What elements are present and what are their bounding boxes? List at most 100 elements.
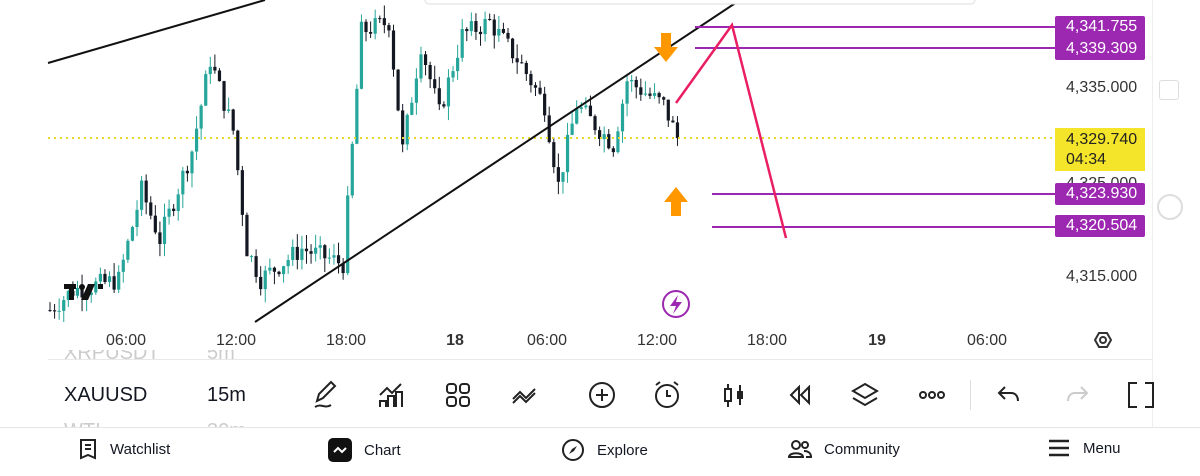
candle (506, 32, 510, 39)
candle (474, 21, 478, 32)
watchlist-next-interval[interactable]: 30m (207, 418, 246, 427)
popup-edge (424, 0, 976, 5)
candle (66, 290, 70, 301)
candle (423, 54, 428, 65)
watchlist-interval[interactable]: 15m (207, 384, 246, 406)
candle (162, 216, 167, 244)
candle (199, 105, 203, 129)
candle (359, 21, 364, 89)
nav-label: Explore (597, 441, 648, 459)
undo-icon[interactable] (992, 378, 1026, 412)
candle (588, 105, 593, 117)
indicators-icon[interactable] (375, 378, 409, 412)
time-axis-label: 12:00 (636, 332, 678, 349)
watchlist-prev-symbol[interactable]: XRPUSDT (64, 350, 160, 364)
add-icon[interactable] (585, 378, 619, 412)
nav-label: Chart (364, 441, 401, 459)
candle (652, 93, 657, 96)
candle (428, 64, 432, 80)
candle (446, 77, 451, 107)
circle-button-icon[interactable] (1157, 194, 1183, 220)
nav-community[interactable]: Community (788, 438, 900, 460)
candle (483, 18, 487, 35)
level-price-label[interactable]: 4,341.755 (1055, 16, 1145, 38)
candle (602, 134, 606, 140)
checkbox-icon[interactable] (1159, 80, 1179, 100)
watchlist-prev-interval[interactable]: 5m (207, 350, 235, 364)
candle (396, 69, 400, 111)
candle (227, 109, 231, 111)
price-axis-label: 4,315.000 (1066, 268, 1138, 285)
candle (213, 66, 217, 71)
candle (451, 71, 455, 78)
candle (552, 142, 556, 168)
price-axis-label: 4,335.000 (1066, 79, 1138, 96)
candle (249, 256, 254, 258)
candle (185, 170, 189, 174)
menu-icon (1049, 439, 1069, 457)
current-price: 4,329.740 (1066, 131, 1138, 148)
fullscreen-icon[interactable] (1124, 378, 1158, 412)
projection-path (674, 22, 788, 239)
watchlist-symbol[interactable]: XAUUSD (64, 384, 148, 406)
candle (149, 202, 153, 216)
candle (336, 255, 341, 264)
price-chart[interactable] (0, 0, 1200, 360)
candle (387, 25, 391, 31)
candle (556, 167, 560, 182)
time-axis-label: 18:00 (325, 332, 367, 349)
level-price-label[interactable]: 4,323.930 (1055, 183, 1145, 205)
candle (291, 246, 295, 260)
candle (488, 18, 492, 20)
candle (117, 271, 121, 290)
time-axis-label: 06:00 (966, 332, 1008, 349)
candle (94, 281, 98, 293)
candle (643, 93, 647, 95)
candle (208, 66, 212, 75)
candle (378, 18, 382, 20)
candle (501, 28, 506, 33)
nav-chart[interactable]: Chart (328, 438, 401, 462)
candle (639, 87, 643, 95)
candles-icon[interactable] (717, 378, 751, 412)
nav-menu[interactable]: Menu (1047, 438, 1121, 458)
level-price-label[interactable]: 4,320.504 (1055, 215, 1145, 237)
nav-watchlist[interactable]: Watchlist (78, 438, 170, 460)
lightning-icon[interactable] (662, 290, 690, 318)
candle (341, 263, 345, 274)
candle (144, 180, 148, 203)
replay-icon[interactable] (782, 378, 816, 412)
candle (469, 21, 473, 32)
candle (538, 87, 542, 94)
layouts-icon[interactable] (441, 378, 475, 412)
candle (543, 93, 547, 116)
candle (112, 276, 116, 290)
redo-icon[interactable] (1060, 378, 1094, 412)
compass-icon (562, 439, 584, 461)
nav-explore[interactable]: Explore (561, 438, 648, 462)
watchlist-next-symbol[interactable]: WTI (64, 418, 101, 427)
level-price-label[interactable]: 4,339.309 (1055, 38, 1145, 60)
candle (57, 310, 61, 312)
trend-line-lower (254, 0, 741, 323)
candle (401, 110, 405, 145)
candle (405, 114, 409, 145)
more-icon[interactable] (915, 378, 949, 412)
candle (181, 170, 185, 195)
candle (277, 271, 281, 275)
layers-icon[interactable] (848, 378, 882, 412)
compare-icon[interactable] (509, 378, 543, 412)
candle (309, 251, 313, 254)
candle (286, 259, 290, 267)
candle (126, 240, 130, 260)
candle (268, 267, 272, 271)
candle (304, 248, 309, 252)
time-axis-label: 18:00 (746, 332, 788, 349)
candle (579, 107, 583, 109)
candle (442, 104, 446, 107)
alert-icon[interactable] (650, 378, 684, 412)
settings-icon[interactable] (1093, 332, 1113, 348)
candle (254, 256, 258, 277)
candle (497, 28, 501, 36)
draw-icon[interactable] (310, 378, 344, 412)
